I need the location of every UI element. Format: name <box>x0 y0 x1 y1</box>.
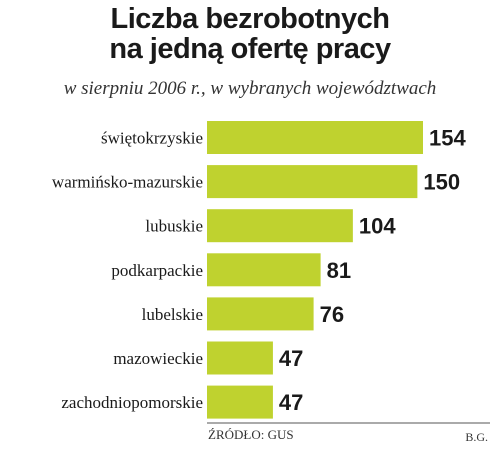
data-label: 154 <box>429 126 466 151</box>
bar <box>207 385 273 419</box>
chart-subtitle: w sierpniu 2006 r., w wybranych wojewódz… <box>63 78 437 99</box>
bar <box>207 165 418 199</box>
source-label: ŹRÓDŁO: GUS <box>208 427 294 442</box>
bar <box>207 341 273 375</box>
bar <box>207 297 314 331</box>
bar <box>207 253 321 287</box>
data-label: 76 <box>320 302 344 327</box>
category-label: mazowieckie <box>113 349 203 368</box>
category-label: lubuskie <box>145 217 203 236</box>
data-label: 150 <box>423 170 460 195</box>
data-label: 47 <box>279 346 303 371</box>
category-label: podkarpackie <box>111 261 203 280</box>
chart-title-line-2: na jedną ofertę pracy <box>109 33 391 65</box>
data-label: 104 <box>359 214 396 239</box>
author-label: B.G. <box>465 430 488 444</box>
data-label: 47 <box>279 390 303 415</box>
bar <box>207 121 423 154</box>
category-label: świętokrzyskie <box>101 129 203 148</box>
category-label: lubelskie <box>142 305 203 324</box>
data-label: 81 <box>327 258 351 283</box>
category-label: warmińsko-mazurskie <box>52 173 203 192</box>
chart-title-line-1: Liczba bezrobotnych <box>110 3 390 35</box>
category-label: zachodniopomorskie <box>61 393 203 412</box>
bar <box>207 209 353 243</box>
